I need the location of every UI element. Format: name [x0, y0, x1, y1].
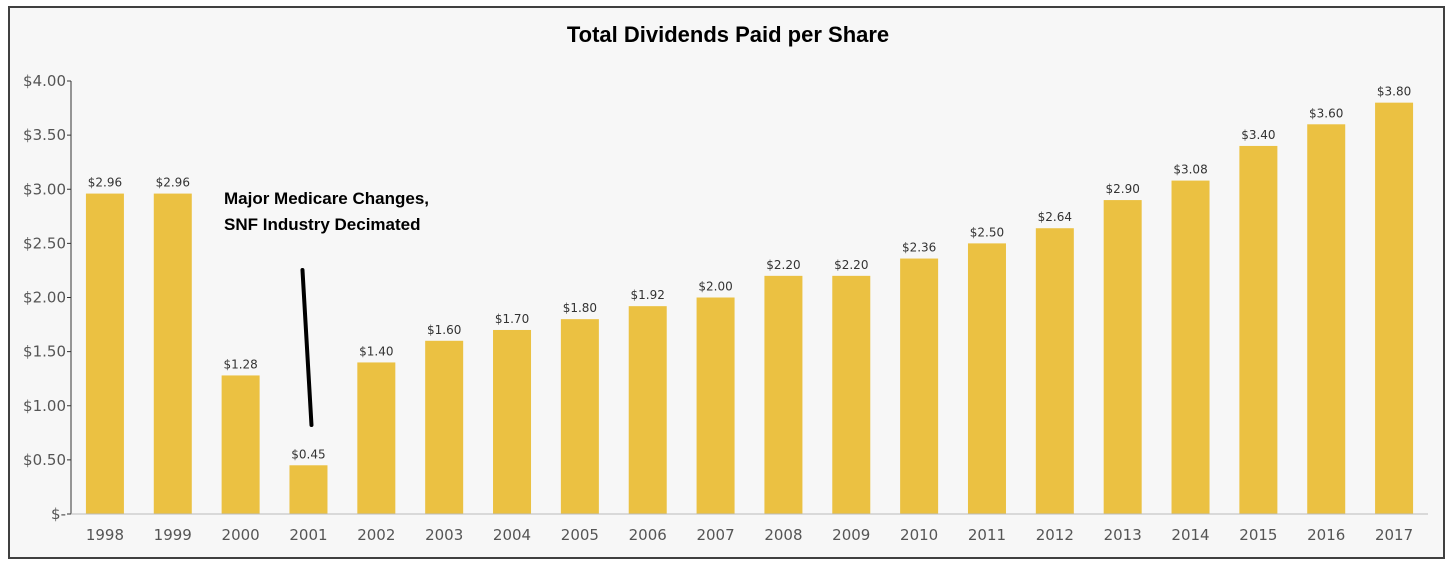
- data-label-1998: $2.96: [88, 176, 122, 190]
- annotation-pointer-line: [300, 268, 314, 427]
- y-tick-label: $2.50: [23, 234, 66, 252]
- bar-2011: [967, 243, 1006, 514]
- annotation-line-1: Major Medicare Changes,: [224, 189, 430, 208]
- x-tick-label-2006: 2006: [629, 526, 667, 544]
- bar-2016: [1307, 124, 1346, 515]
- data-label-2000: $1.28: [223, 357, 257, 371]
- data-label-2011: $2.50: [970, 225, 1004, 239]
- bar-2009: [832, 275, 871, 514]
- y-tick-label: $-: [51, 505, 66, 523]
- data-label-2013: $2.90: [1105, 182, 1139, 196]
- x-tick-label-2000: 2000: [222, 526, 260, 544]
- data-label-2012: $2.64: [1038, 210, 1072, 224]
- data-label-2010: $2.36: [902, 241, 936, 255]
- bar-2017: [1375, 102, 1414, 515]
- data-label-2001: $0.45: [291, 447, 325, 461]
- bar-2005: [560, 319, 599, 514]
- x-tick-label-2004: 2004: [493, 526, 531, 544]
- chart-title: Total Dividends Paid per Share: [566, 22, 890, 47]
- data-label-2004: $1.70: [495, 312, 529, 326]
- bar-2006: [628, 306, 667, 514]
- data-label-2006: $1.92: [631, 288, 665, 302]
- y-tick-label: $3.00: [23, 180, 66, 198]
- y-tick-label: $1.00: [23, 397, 66, 415]
- bar-2007: [696, 297, 735, 514]
- x-tick-label-2002: 2002: [357, 526, 395, 544]
- annotation-line-2: SNF Industry Decimated: [224, 215, 421, 234]
- data-label-2015: $3.40: [1241, 128, 1275, 142]
- x-tick-label-2010: 2010: [900, 526, 938, 544]
- annotation-text: Major Medicare Changes, SNF Industry Dec…: [224, 186, 429, 238]
- x-tick-label-2014: 2014: [1171, 526, 1209, 544]
- bar-2003: [425, 340, 464, 514]
- y-tick-label: $1.50: [23, 343, 66, 361]
- x-tick-label-2007: 2007: [696, 526, 734, 544]
- x-tick-label-2005: 2005: [561, 526, 599, 544]
- data-label-2008: $2.20: [766, 258, 800, 272]
- x-tick-label-2016: 2016: [1307, 526, 1345, 544]
- data-label-2007: $2.00: [698, 280, 732, 294]
- x-tick-label-1998: 1998: [86, 526, 124, 544]
- data-label-2002: $1.40: [359, 344, 393, 358]
- data-label-2014: $3.08: [1173, 163, 1207, 177]
- x-tick-label-2013: 2013: [1104, 526, 1142, 544]
- bar-2004: [493, 329, 532, 514]
- bar-1999: [153, 193, 192, 514]
- bar-2013: [1103, 200, 1142, 514]
- data-label-2003: $1.60: [427, 323, 461, 337]
- x-tick-label-2001: 2001: [289, 526, 327, 544]
- data-label-2009: $2.20: [834, 258, 868, 272]
- data-label-2016: $3.60: [1309, 106, 1343, 120]
- bar-2001: [289, 465, 328, 514]
- x-tick-label-2009: 2009: [832, 526, 870, 544]
- x-tick-label-2003: 2003: [425, 526, 463, 544]
- x-tick-label-2008: 2008: [764, 526, 802, 544]
- x-tick-label-2017: 2017: [1375, 526, 1413, 544]
- bar-2014: [1171, 180, 1210, 514]
- x-tick-label-1999: 1999: [154, 526, 192, 544]
- bar-2015: [1239, 145, 1278, 514]
- x-tick-label-2015: 2015: [1239, 526, 1277, 544]
- y-tick-label: $4.00: [23, 72, 66, 90]
- data-label-2017: $3.80: [1377, 85, 1411, 99]
- y-tick-label: $2.00: [23, 289, 66, 307]
- data-label-2005: $1.80: [563, 301, 597, 315]
- x-tick-label-2012: 2012: [1036, 526, 1074, 544]
- bar-2002: [357, 362, 396, 514]
- y-tick-label: $0.50: [23, 451, 66, 469]
- data-label-1999: $2.96: [156, 176, 190, 190]
- bar-1998: [85, 193, 124, 514]
- bar-2000: [221, 375, 260, 514]
- y-tick-label: $3.50: [23, 126, 66, 144]
- bar-2012: [1035, 228, 1074, 514]
- x-tick-label-2011: 2011: [968, 526, 1006, 544]
- bar-2008: [764, 275, 803, 514]
- bar-2010: [900, 258, 939, 514]
